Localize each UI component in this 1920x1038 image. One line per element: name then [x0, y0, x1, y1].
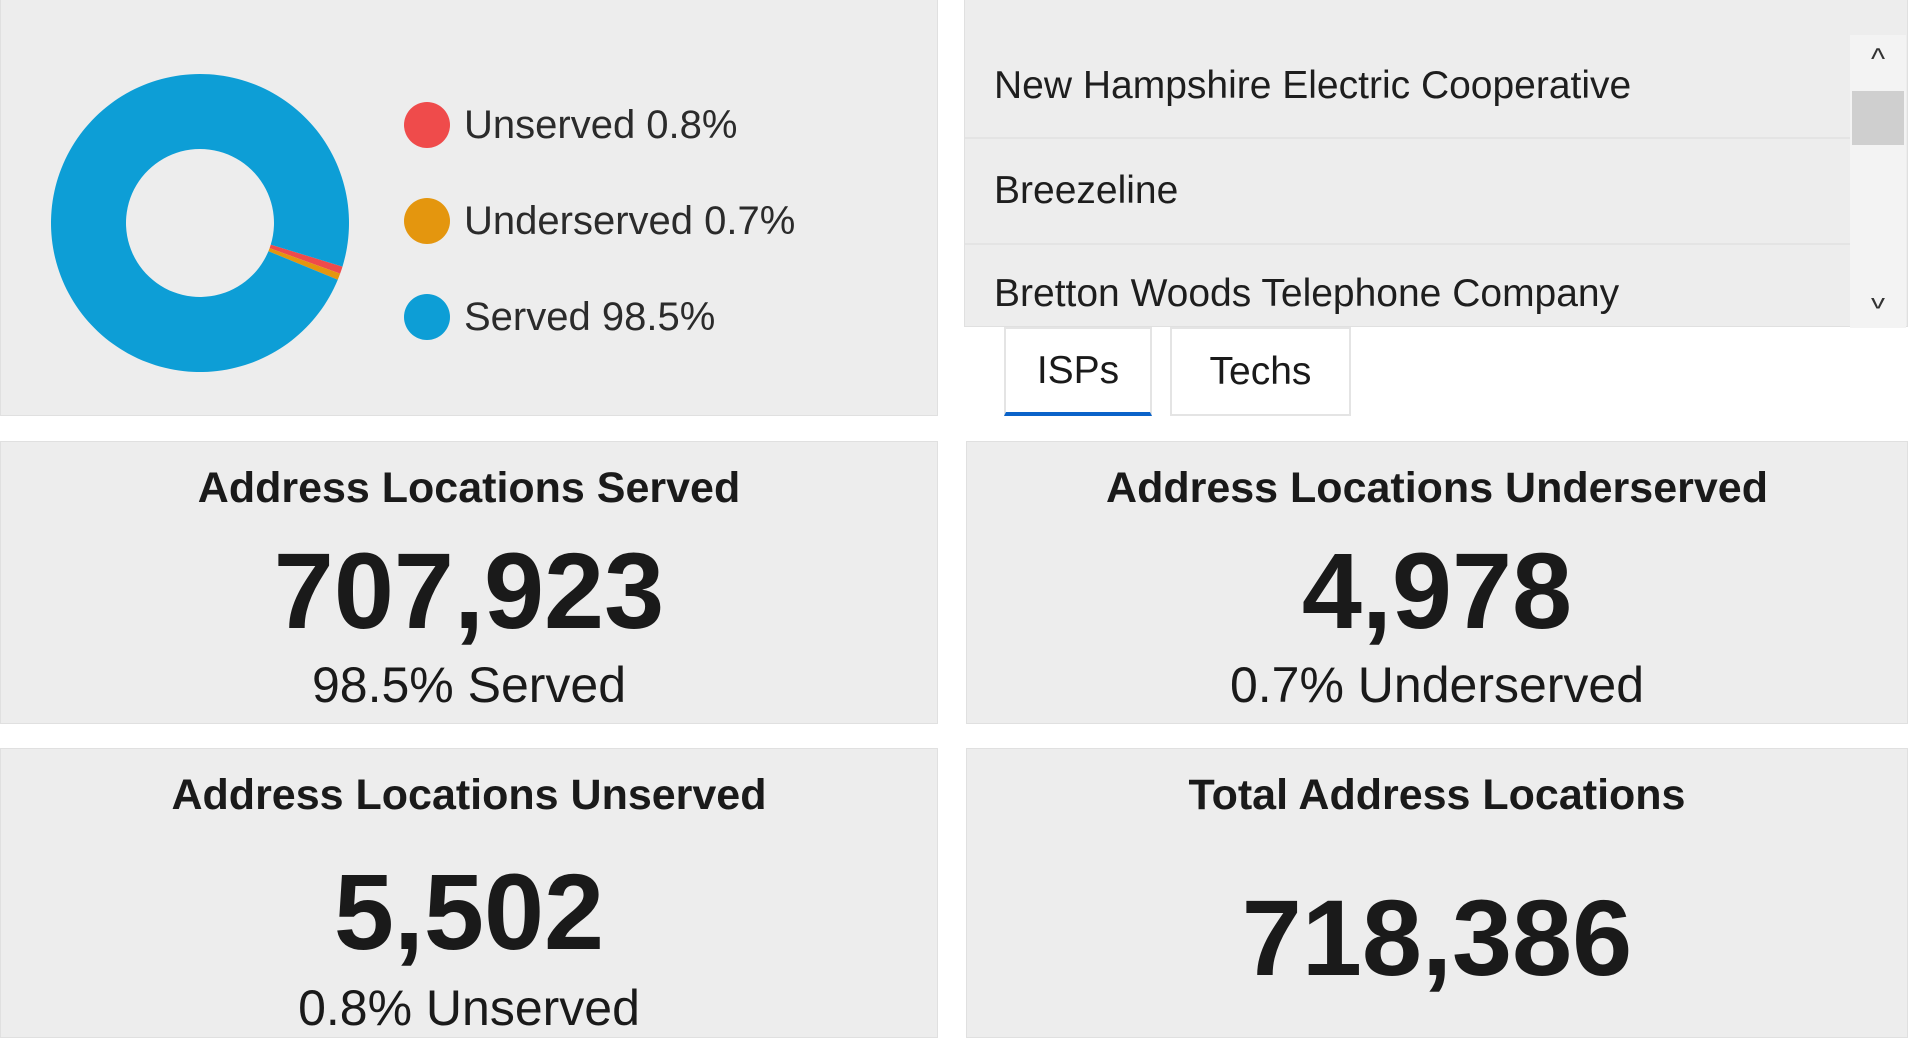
list-item[interactable]: Bretton Woods Telephone Company	[965, 245, 1850, 328]
tab-label: ISPs	[1036, 348, 1120, 392]
legend-served[interactable]: Served 98.5%	[404, 294, 715, 340]
donut-chart	[51, 73, 350, 372]
underserved-dot-icon	[404, 198, 450, 244]
card-value: 4,978	[1301, 530, 1573, 651]
provider-name: New Hampshire Electric Cooperative	[994, 64, 1632, 107]
card-value: 707,923	[273, 530, 665, 651]
card-subtitle: 98.5% Served	[311, 657, 627, 713]
donut-slice-unserved[interactable]	[269, 244, 343, 274]
card-served: Address Locations Served 707,923 98.5% S…	[0, 441, 938, 724]
card-underserved: Address Locations Underserved 4,978 0.7%…	[966, 441, 1908, 724]
card-title: Address Locations Served	[197, 464, 741, 512]
donut-panel: Unserved 0.8% Underserved 0.7% Served 98…	[0, 0, 938, 416]
donut-slice-underserved[interactable]	[268, 248, 341, 280]
legend-label: Underserved 0.7%	[464, 198, 796, 243]
served-dot-icon	[404, 294, 450, 340]
legend-underserved[interactable]: Underserved 0.7%	[404, 198, 795, 244]
providers-panel: New Hampshire Electric Cooperative Breez…	[964, 0, 1909, 328]
card-unserved: Address Locations Unserved 5,502 0.8% Un…	[0, 748, 938, 1038]
unserved-dot-icon	[404, 102, 450, 148]
chevron-down-icon[interactable]: v	[1871, 290, 1885, 313]
card-value: 718,386	[1241, 877, 1633, 998]
chevron-up-icon[interactable]: ^	[1870, 43, 1886, 76]
legend-unserved[interactable]: Unserved 0.8%	[404, 102, 737, 148]
card-title: Address Locations Underserved	[1106, 464, 1768, 512]
provider-name: Bretton Woods Telephone Company	[994, 272, 1620, 315]
tab-isps[interactable]: ISPs	[1004, 327, 1152, 416]
tab-label: Techs	[1209, 349, 1312, 393]
card-subtitle: 0.8% Unserved	[298, 980, 640, 1036]
tab-techs[interactable]: Techs	[1170, 327, 1351, 416]
scrollbar-thumb[interactable]	[1852, 91, 1904, 145]
legend-label: Served 98.5%	[464, 294, 716, 339]
list-item[interactable]: New Hampshire Electric Cooperative	[965, 35, 1850, 139]
card-title: Address Locations Unserved	[171, 771, 767, 819]
card-total: Total Address Locations 718,386	[966, 748, 1908, 1038]
card-title: Total Address Locations	[1188, 771, 1686, 819]
card-value: 5,502	[333, 851, 605, 972]
card-subtitle: 0.7% Underserved	[1229, 657, 1645, 713]
donut-slice-served[interactable]	[51, 73, 350, 372]
provider-list[interactable]: New Hampshire Electric Cooperative Breez…	[965, 35, 1909, 328]
list-item[interactable]: Breezeline	[965, 139, 1850, 245]
provider-name: Breezeline	[994, 169, 1179, 212]
legend-label: Unserved 0.8%	[464, 102, 738, 147]
scrollbar[interactable]: ^ v	[1850, 35, 1906, 328]
